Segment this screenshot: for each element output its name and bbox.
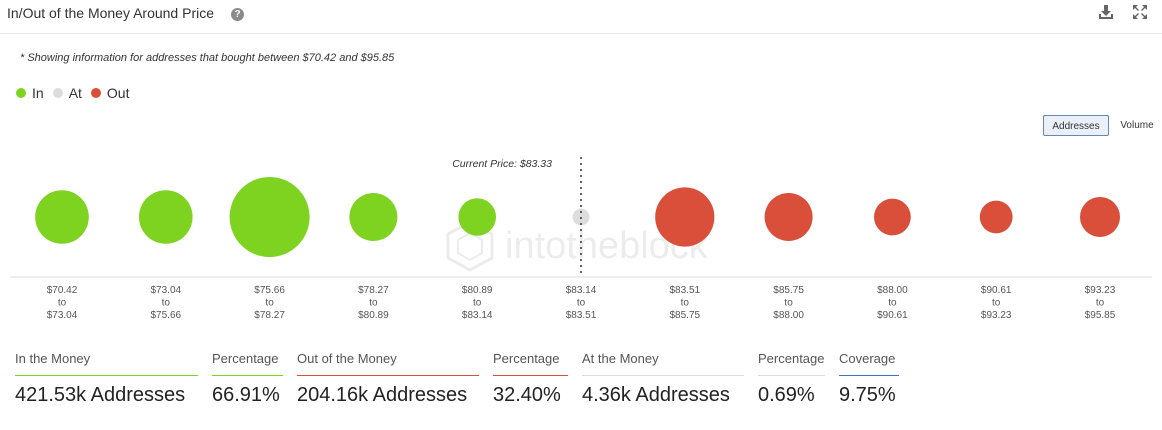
bubble-in[interactable] [349,193,398,241]
stat-label: Percentage [758,351,825,366]
stat-label: In the Money [15,351,91,366]
stat-underline [493,375,568,376]
bubble-in[interactable] [139,190,193,244]
stat-label: At the Money [582,351,659,366]
stat-value: 32.40% [493,384,561,406]
tick-label: $88.00 [877,285,908,296]
tick-label: to [162,298,171,309]
tick-label: $83.51 [670,285,701,296]
tick-label: $83.14 [462,310,493,321]
tick-label: $83.14 [566,285,597,296]
tick-label: to [58,298,67,309]
stat-out-percentage: Percentage 32.40% [493,350,568,407]
help-icon[interactable]: ? [231,8,244,21]
tick-label: to [888,298,897,309]
legend-dot-at [52,88,63,98]
stat-value: 9.75% [839,384,896,406]
stat-label: Percentage [212,351,279,366]
legend-label-out: Out [106,85,130,101]
stat-underline [15,375,198,376]
bubble-out[interactable] [1080,197,1120,237]
range-note: * Showing information for addresses that… [20,52,395,64]
tick-label: $90.61 [981,285,1012,296]
tick-label: $93.23 [1085,285,1116,296]
stat-underline [839,375,899,376]
stat-value: 4.36k Addresses [582,384,730,406]
tick-label: $73.04 [47,310,78,321]
stat-value: 66.91% [212,384,280,406]
stat-value: 0.69% [758,384,815,406]
stat-at-the-money: At the Money 4.36k Addresses [582,350,744,407]
download-icon[interactable] [1097,3,1115,21]
current-price-label: Current Price: $83.33 [452,158,552,170]
tick-label: to [473,298,482,309]
bubble-in[interactable] [35,190,89,244]
bubble-out[interactable] [764,193,813,241]
legend-dot-out [90,88,101,98]
tick-label: $80.89 [358,310,389,321]
tick-label: $75.66 [254,285,285,296]
tick-label: to [681,298,690,309]
expand-icon[interactable] [1131,3,1149,21]
tick-label: to [265,298,274,309]
tick-label: $80.89 [462,285,493,296]
bubble-out[interactable] [655,187,715,247]
tick-label: $95.85 [1085,310,1116,321]
legend-item-out[interactable]: Out [90,85,130,101]
tick-label: $83.51 [566,310,597,321]
stat-underline [297,375,479,376]
stat-out-of-the-money: Out of the Money 204.16k Addresses [297,350,479,407]
stat-label: Coverage [839,351,896,366]
tick-label: $88.00 [773,310,804,321]
widget-title: In/Out of the Money Around Price [7,5,215,21]
stat-underline [582,375,744,376]
tick-label: $85.75 [670,310,701,321]
legend: In At Out [16,85,139,101]
widget-header: In/Out of the Money Around Price ? [0,0,1162,34]
tick-label: $93.23 [981,310,1012,321]
tick-label: to [992,298,1001,309]
bubble-out[interactable] [874,198,911,236]
stat-in-the-money: In the Money 421.53k Addresses [15,350,198,407]
stat-in-percentage: Percentage 66.91% [212,350,283,407]
tick-label: $78.27 [254,310,285,321]
stat-label: Out of the Money [297,351,397,366]
tick-label: $73.04 [151,285,182,296]
legend-item-at[interactable]: At [52,85,82,101]
bubble-out[interactable] [979,200,1013,234]
bubble-in[interactable] [458,198,497,236]
tick-label: to [1096,298,1105,309]
summary-stats: In the Money 421.53k Addresses Percentag… [0,350,1162,420]
tick-label: to [369,298,378,309]
stat-at-percentage: Percentage 0.69% [758,350,825,407]
tick-label: $90.61 [877,310,908,321]
stat-label: Percentage [493,351,560,366]
tick-label: $75.66 [151,310,182,321]
volume-toggle[interactable]: Volume [1120,120,1154,131]
legend-label-in: In [32,85,44,101]
bubble-chart: intotheblock Current Price: $83.33 $70.4… [10,157,1152,321]
legend-dot-in [16,88,26,98]
bubble-in[interactable] [229,177,310,257]
tick-label: $70.42 [47,285,78,296]
stat-coverage: Coverage 9.75% [839,350,899,407]
tick-label: to [784,298,793,309]
addresses-toggle[interactable]: Addresses [1043,115,1109,136]
legend-item-in[interactable]: In [16,85,44,101]
tick-label: $85.75 [773,285,804,296]
tick-label: to [577,298,586,309]
stat-value: 421.53k Addresses [15,384,186,406]
stat-underline [758,375,825,376]
stat-underline [212,375,283,376]
legend-label-at: At [68,85,82,101]
stat-value: 204.16k Addresses [297,384,468,406]
tick-label: $78.27 [358,285,389,296]
